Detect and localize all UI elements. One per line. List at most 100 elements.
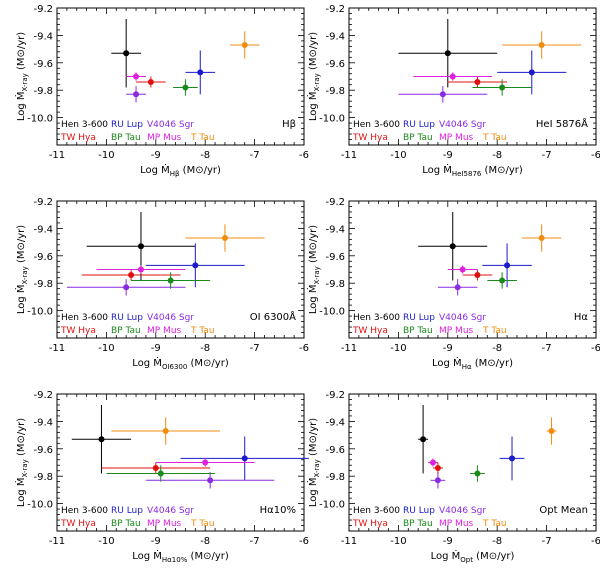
y-tick-label: -9.2 [33,390,53,401]
x-tick-label: -9 [443,150,453,161]
legend-bp-tau: BP Tau [111,133,141,143]
legend-bp-tau: BP Tau [111,519,141,529]
point-v4046-sgr [437,279,478,296]
y-tick-label: -9.4 [325,417,345,428]
plot-frame [348,200,597,339]
data-marker [548,427,555,434]
legend-v4046-sgr: V4046 Sgr [439,120,486,130]
legend-t-tau: T Tau [482,326,507,336]
legend: Hen 3-600 RU Lup V4046 Sgr TW Hya BP Tau MP M… [60,506,215,529]
legend-ru-lup: RU Lup [403,313,435,323]
data-marker [528,69,535,76]
data-marker [504,262,511,269]
legend-v4046-sgr: V4046 Sgr [147,506,194,516]
legend: Hen 3-600 RU Lup V4046 Sgr TW Hya BP Tau MP M… [60,120,215,143]
point-mp-mus [126,72,146,81]
point-tw-hya [81,269,181,281]
x-tick-label: -10 [390,536,406,547]
y-tick-label: -9.4 [33,31,53,42]
point-tw-hya [136,76,166,88]
data-marker [459,266,466,273]
point-tw-hya [101,462,211,474]
data-marker [221,234,228,241]
x-tick-label: -8 [492,536,502,547]
point-bp-tau [106,465,216,482]
x-tick-label: -6 [299,536,309,547]
data-marker [439,91,446,98]
y-tick-label: -9.6 [325,445,345,456]
y-tick-label: -9.8 [33,86,53,97]
x-tick-label: -7 [542,536,552,547]
y-tick-label: -9.2 [33,4,53,15]
data-marker [474,78,481,85]
legend-ru-lup: RU Lup [403,506,435,516]
x-tick-label: -10 [98,536,114,547]
point-mp-mus [155,458,255,467]
data-marker [133,91,140,98]
point-ru-lup [180,436,309,481]
panel-tag: Opt Mean [539,505,588,516]
point-tw-hya [447,76,508,88]
y-tick-label: -9.4 [325,224,345,235]
legend-ru-lup: RU Lup [403,120,435,130]
data-marker [474,470,481,477]
point-t-tau [111,417,221,445]
legend-mp-mus: MP Mus [439,133,474,143]
x-tick-label: -10 [390,343,406,354]
legend-hen-3-600: Hen 3-600 [61,313,108,323]
x-tick-label: -6 [299,343,309,354]
y-tick-label: -10.0 [319,114,345,125]
data-marker [434,464,441,471]
data-marker [474,271,481,278]
data-marker [434,477,441,484]
point-bp-tau [472,79,532,96]
data-marker [449,243,456,250]
data-marker [157,470,164,477]
legend: Hen 3-600 RU Lup V4046 Sgr TW Hya BP Tau MP M… [60,313,215,336]
data-marker [449,73,456,80]
data-marker [241,41,248,48]
y-tick-label: -10.0 [319,500,345,511]
point-mp-mus [413,72,493,81]
x-axis-label: Log ṀHα (M⊙/yr) [432,356,513,371]
plot-frame [56,393,305,532]
y-tick-label: -10.0 [27,307,53,318]
point-tw-hya [462,269,493,281]
data-marker [241,455,248,462]
data-marker [499,84,506,91]
x-tick-label: -6 [591,343,600,354]
x-tick-label: -6 [591,536,600,547]
legend-mp-mus: MP Mus [147,519,182,529]
point-t-tau [185,224,265,252]
y-tick-label: -9.6 [33,59,53,70]
y-tick-label: -9.4 [33,224,53,235]
point-ru-lup [185,50,216,95]
panel-tag: Hα10% [260,505,296,516]
point-hen-3-600 [418,404,429,474]
legend-bp-tau: BP Tau [403,519,433,529]
data-marker [444,50,451,57]
panel-tag: Hβ [282,119,296,130]
y-tick-label: -10.0 [27,500,53,511]
plot-frame [56,7,305,146]
y-tick-label: -9.8 [325,86,345,97]
legend-bp-tau: BP Tau [403,133,433,143]
y-tick-label: -9.8 [325,279,345,290]
x-tick-label: -11 [49,343,65,354]
data-marker [538,41,545,48]
legend-ru-lup: RU Lup [111,313,143,323]
legend-ru-lup: RU Lup [111,120,143,130]
y-axis-label: Log ṀX-ray (M⊙/yr) [306,225,321,314]
data-marker [128,271,135,278]
legend-tw-hya: TW Hya [352,519,388,529]
x-tick-label: -8 [492,343,502,354]
y-tick-label: -10.0 [27,114,53,125]
legend-hen-3-600: Hen 3-600 [61,120,108,130]
legend-tw-hya: TW Hya [60,133,96,143]
plot-frame [348,393,597,532]
